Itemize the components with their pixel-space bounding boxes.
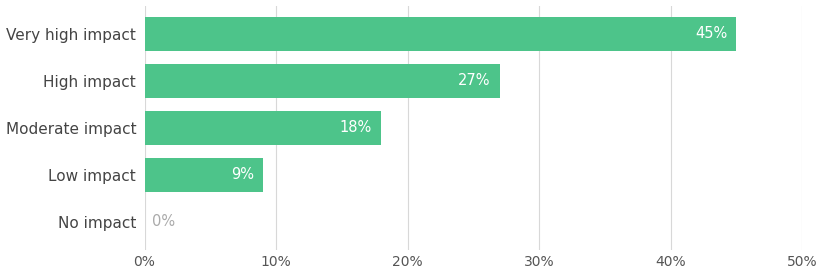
Bar [145,158,263,192]
Bar [145,64,500,98]
Text: 27%: 27% [458,73,491,88]
Bar [145,111,381,145]
Text: 9%: 9% [230,167,253,182]
Text: 18%: 18% [340,120,372,135]
Bar [145,17,737,51]
Text: 0%: 0% [152,214,175,229]
Text: 45%: 45% [695,26,728,41]
